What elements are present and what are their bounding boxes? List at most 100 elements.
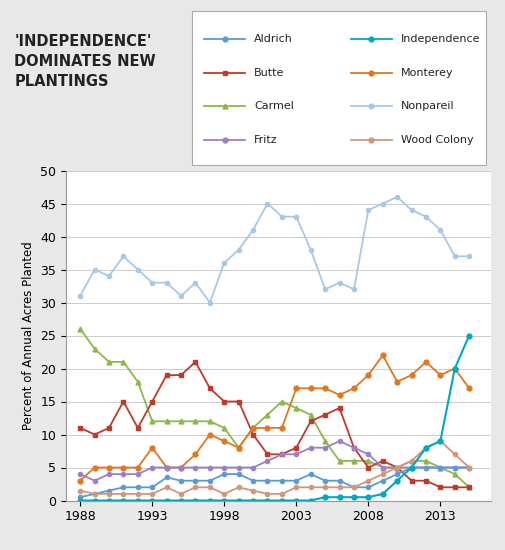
Monterey [178, 464, 184, 471]
Butte [465, 484, 471, 491]
Nonpareil [422, 213, 428, 220]
Independence [465, 332, 471, 339]
Wood Colony [249, 487, 256, 494]
Independence [408, 464, 414, 471]
Fritz [207, 464, 213, 471]
Line: Independence: Independence [78, 333, 471, 503]
Monterey [379, 352, 385, 359]
Butte [207, 385, 213, 392]
Fritz [149, 464, 155, 471]
Nonpareil [91, 266, 97, 273]
Fritz [422, 464, 428, 471]
Text: Wood Colony: Wood Colony [400, 135, 472, 145]
Carmel [365, 458, 371, 464]
Text: Fritz: Fritz [254, 135, 277, 145]
Fritz [221, 464, 227, 471]
Butte [178, 372, 184, 378]
Nonpareil [235, 246, 241, 253]
Independence [278, 497, 284, 504]
Nonpareil [192, 279, 198, 286]
Wood Colony [322, 484, 328, 491]
Wood Colony [422, 444, 428, 451]
Monterey [408, 372, 414, 378]
Monterey [393, 378, 399, 385]
Carmel [178, 418, 184, 425]
Carmel [336, 458, 342, 464]
Carmel [207, 418, 213, 425]
Monterey [322, 385, 328, 392]
Carmel [235, 444, 241, 451]
Butte [408, 477, 414, 484]
Butte [379, 458, 385, 464]
Y-axis label: Percent of Annual Acres Planted: Percent of Annual Acres Planted [21, 241, 34, 430]
Carmel [422, 458, 428, 464]
Fritz [336, 438, 342, 444]
Fritz [77, 471, 83, 477]
Fritz [134, 471, 140, 477]
Nonpareil [134, 266, 140, 273]
Monterey [278, 425, 284, 431]
Nonpareil [278, 213, 284, 220]
Aldrich [293, 477, 299, 484]
Monterey [465, 385, 471, 392]
Monterey [293, 385, 299, 392]
Nonpareil [221, 260, 227, 266]
Butte [293, 444, 299, 451]
Aldrich [451, 464, 457, 471]
Fritz [379, 464, 385, 471]
Butte [235, 398, 241, 405]
Aldrich [278, 477, 284, 484]
Aldrich [408, 464, 414, 471]
Independence [134, 497, 140, 504]
Nonpareil [178, 293, 184, 299]
Aldrich [149, 484, 155, 491]
Aldrich [336, 477, 342, 484]
Carmel [120, 359, 126, 365]
Fritz [408, 464, 414, 471]
Monterey [163, 464, 169, 471]
Independence [336, 494, 342, 501]
Butte [149, 398, 155, 405]
Aldrich [221, 471, 227, 477]
Aldrich [322, 477, 328, 484]
Butte [350, 444, 356, 451]
Wood Colony [91, 491, 97, 497]
Wood Colony [336, 484, 342, 491]
Monterey [451, 365, 457, 372]
Carmel [249, 425, 256, 431]
Wood Colony [163, 484, 169, 491]
Independence [207, 497, 213, 504]
Carmel [393, 464, 399, 471]
Monterey [365, 372, 371, 378]
Butte [365, 464, 371, 471]
Fritz [120, 471, 126, 477]
Aldrich [192, 477, 198, 484]
Wood Colony [350, 484, 356, 491]
Fritz [393, 464, 399, 471]
Butte [77, 425, 83, 431]
Independence [436, 438, 442, 444]
Carmel [264, 411, 270, 418]
Monterey [235, 444, 241, 451]
Monterey [249, 425, 256, 431]
Independence [120, 497, 126, 504]
Fritz [235, 464, 241, 471]
Wood Colony [134, 491, 140, 497]
Carmel [408, 458, 414, 464]
Nonpareil [77, 293, 83, 299]
Line: Wood Colony: Wood Colony [78, 439, 470, 496]
Monterey [350, 385, 356, 392]
Carmel [278, 398, 284, 405]
Carmel [293, 405, 299, 411]
Nonpareil [350, 286, 356, 293]
Butte [192, 359, 198, 365]
Text: 'INDEPENDENCE'
DOMINATES NEW
PLANTINGS: 'INDEPENDENCE' DOMINATES NEW PLANTINGS [0, 549, 1, 550]
Fritz [278, 451, 284, 458]
Butte [393, 464, 399, 471]
Independence [393, 477, 399, 484]
Fritz [249, 464, 256, 471]
Wood Colony [278, 491, 284, 497]
Independence [91, 497, 97, 504]
Wood Colony [451, 451, 457, 458]
Independence [422, 444, 428, 451]
